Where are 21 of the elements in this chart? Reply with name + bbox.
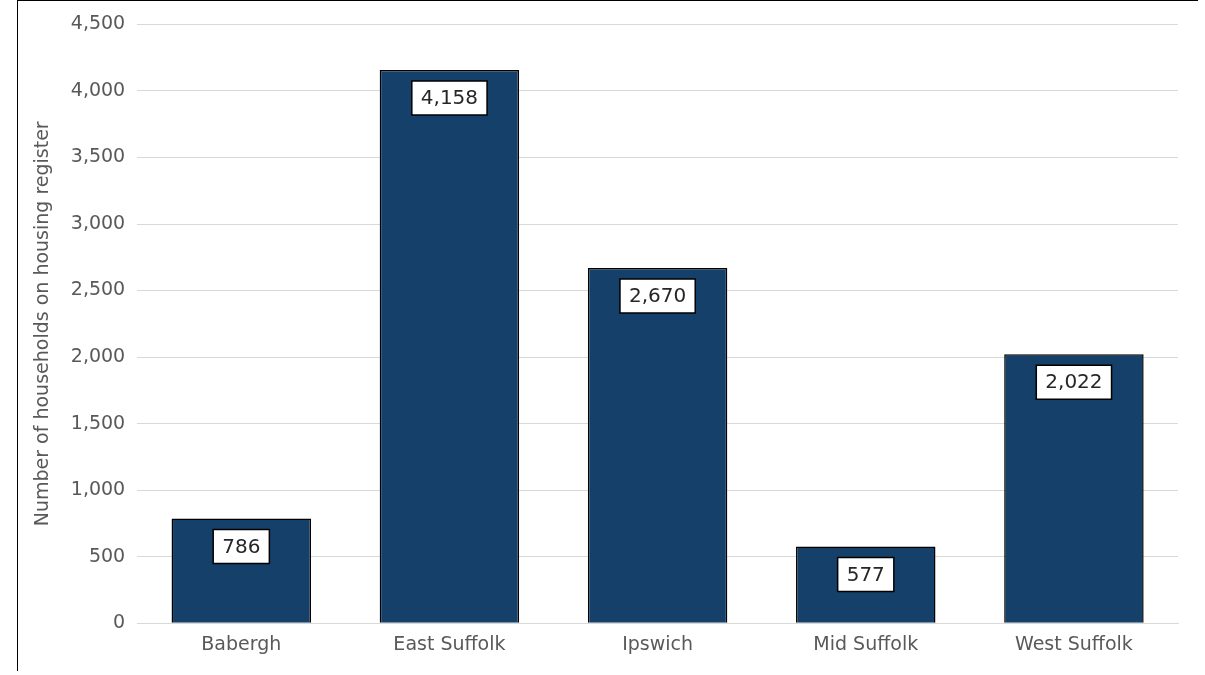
x-tick-label: Babergh bbox=[201, 631, 282, 654]
x-tick-label: West Suffolk bbox=[1014, 631, 1133, 654]
y-tick-label: 2,500 bbox=[70, 277, 126, 300]
y-tick-label: 1,500 bbox=[70, 410, 126, 433]
data-label: 2,022 bbox=[1045, 369, 1103, 394]
y-axis-title: Number of households on housing register bbox=[30, 121, 53, 527]
y-tick-label: 3,500 bbox=[70, 144, 126, 167]
x-tick-label: Ipswich bbox=[622, 631, 694, 654]
data-label: 577 bbox=[846, 561, 885, 586]
x-tick-label: Mid Suffolk bbox=[813, 631, 919, 654]
data-label: 786 bbox=[222, 533, 261, 558]
data-label: 4,158 bbox=[420, 85, 479, 110]
y-tick-label: 4,000 bbox=[70, 77, 126, 100]
y-tick-label: 3,000 bbox=[70, 210, 126, 233]
y-tick-label: 1,000 bbox=[70, 477, 126, 500]
y-tick-label: 2,000 bbox=[70, 344, 126, 366]
y-tick-label: 4,500 bbox=[70, 11, 126, 34]
y-tick-label: 0 bbox=[113, 610, 126, 633]
x-tick-label: East Suffolk bbox=[393, 631, 506, 654]
data-label: 2,670 bbox=[628, 283, 687, 308]
y-tick-label: 500 bbox=[88, 543, 126, 566]
